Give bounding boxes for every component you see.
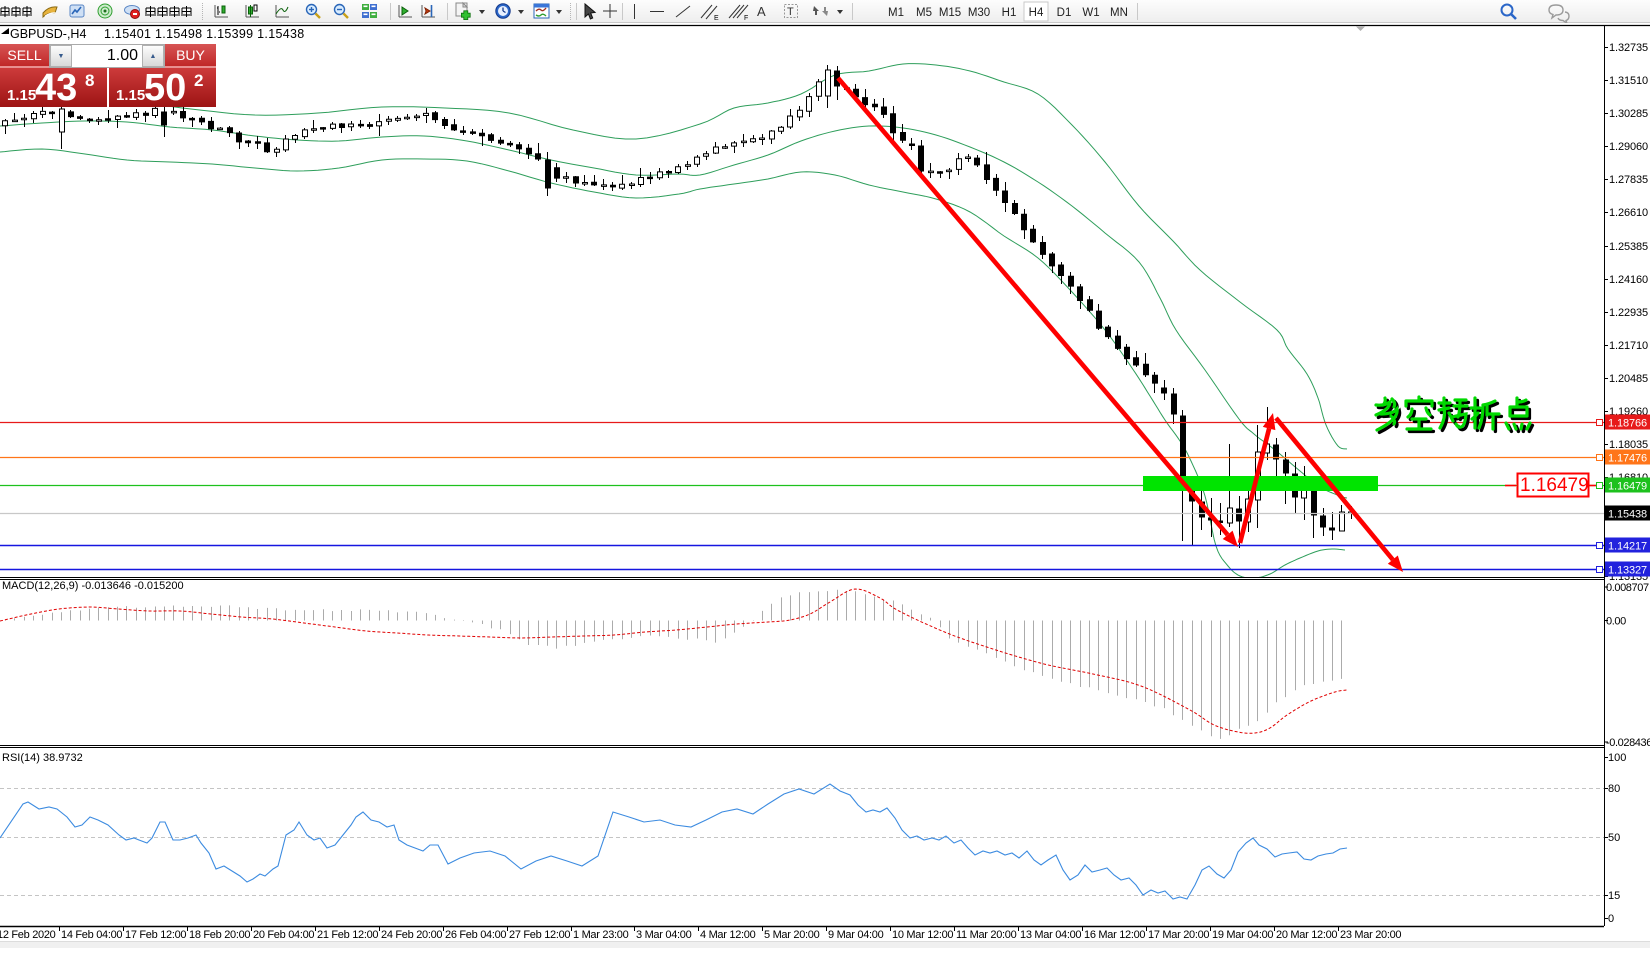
svg-text:1.13327: 1.13327 bbox=[1608, 565, 1647, 577]
svg-text:10 Mar 12:00: 10 Mar 12:00 bbox=[892, 929, 953, 941]
svg-text:A: A bbox=[757, 4, 766, 19]
svg-text:1.29060: 1.29060 bbox=[1609, 141, 1648, 153]
svg-text:0.008707: 0.008707 bbox=[1606, 582, 1649, 594]
svg-text:19 Mar 04:00: 19 Mar 04:00 bbox=[1212, 929, 1273, 941]
svg-text:D1: D1 bbox=[1057, 7, 1072, 19]
svg-text:1.25385: 1.25385 bbox=[1609, 241, 1648, 253]
svg-text:27 Feb 12:00: 27 Feb 12:00 bbox=[509, 929, 570, 941]
svg-text:M15: M15 bbox=[939, 7, 961, 19]
svg-text:20 Feb 04:00: 20 Feb 04:00 bbox=[253, 929, 314, 941]
svg-text:9 Mar 04:00: 9 Mar 04:00 bbox=[828, 929, 884, 941]
svg-text:1.21710: 1.21710 bbox=[1609, 340, 1648, 352]
svg-text:13 Mar 04:00: 13 Mar 04:00 bbox=[1020, 929, 1081, 941]
svg-text:W1: W1 bbox=[1082, 7, 1099, 19]
svg-text:20 Mar 12:00: 20 Mar 12:00 bbox=[1276, 929, 1337, 941]
svg-text:1.24160: 1.24160 bbox=[1609, 274, 1648, 286]
svg-text:26 Feb 04:00: 26 Feb 04:00 bbox=[445, 929, 506, 941]
svg-text:1.18035: 1.18035 bbox=[1609, 439, 1648, 451]
svg-text:M30: M30 bbox=[968, 7, 990, 19]
svg-text:1.14217: 1.14217 bbox=[1608, 541, 1647, 553]
svg-text:M1: M1 bbox=[888, 7, 904, 19]
svg-text:17 Feb 12:00: 17 Feb 12:00 bbox=[125, 929, 186, 941]
svg-text:0.00: 0.00 bbox=[1606, 616, 1626, 628]
svg-text:16 Mar 12:00: 16 Mar 12:00 bbox=[1084, 929, 1145, 941]
svg-text:1.20485: 1.20485 bbox=[1609, 373, 1648, 385]
svg-text:-0.028436: -0.028436 bbox=[1606, 737, 1650, 749]
svg-text:GBPUSD-,H4: GBPUSD-,H4 bbox=[10, 27, 86, 41]
svg-text:100: 100 bbox=[1608, 752, 1626, 764]
svg-text:H1: H1 bbox=[1002, 7, 1017, 19]
svg-text:1.17476: 1.17476 bbox=[1608, 453, 1647, 465]
svg-text:1.16479: 1.16479 bbox=[1608, 481, 1647, 493]
svg-text:1.31510: 1.31510 bbox=[1609, 75, 1648, 87]
svg-text:18 Feb 20:00: 18 Feb 20:00 bbox=[189, 929, 250, 941]
svg-text:23 Mar 20:00: 23 Mar 20:00 bbox=[1340, 929, 1401, 941]
svg-text:15: 15 bbox=[1608, 890, 1620, 902]
svg-text:MN: MN bbox=[1110, 7, 1128, 19]
svg-text:12 Feb 2020: 12 Feb 2020 bbox=[0, 929, 56, 941]
svg-text:17 Mar 20:00: 17 Mar 20:00 bbox=[1148, 929, 1209, 941]
svg-text:1.27835: 1.27835 bbox=[1609, 174, 1648, 186]
svg-text:14 Feb 04:00: 14 Feb 04:00 bbox=[61, 929, 122, 941]
svg-text:1.26610: 1.26610 bbox=[1609, 207, 1648, 219]
svg-text:1.18766: 1.18766 bbox=[1608, 418, 1647, 430]
svg-text:1.15401 1.15498 1.15399 1.1543: 1.15401 1.15498 1.15399 1.15438 bbox=[104, 27, 304, 41]
svg-text:H4: H4 bbox=[1029, 7, 1044, 19]
svg-text:1 Mar 23:00: 1 Mar 23:00 bbox=[573, 929, 629, 941]
svg-text:11 Mar 20:00: 11 Mar 20:00 bbox=[956, 929, 1017, 941]
svg-text:50: 50 bbox=[1608, 832, 1620, 844]
svg-text:E: E bbox=[714, 15, 719, 22]
svg-text:4 Mar 12:00: 4 Mar 12:00 bbox=[700, 929, 756, 941]
svg-text:T: T bbox=[787, 6, 794, 18]
svg-text:1.30285: 1.30285 bbox=[1609, 108, 1648, 120]
svg-text:1.15438: 1.15438 bbox=[1608, 509, 1647, 521]
svg-text:24 Feb 20:00: 24 Feb 20:00 bbox=[381, 929, 442, 941]
svg-text:21 Feb 12:00: 21 Feb 12:00 bbox=[317, 929, 378, 941]
svg-text:80: 80 bbox=[1608, 783, 1620, 795]
svg-text:3 Mar 04:00: 3 Mar 04:00 bbox=[636, 929, 692, 941]
svg-text:M5: M5 bbox=[916, 7, 932, 19]
svg-text:1.16479: 1.16479 bbox=[1520, 475, 1589, 496]
svg-text:RSI(14) 38.9732: RSI(14) 38.9732 bbox=[2, 752, 83, 764]
svg-text:MACD(12,26,9) -0.013646 -0.015: MACD(12,26,9) -0.013646 -0.015200 bbox=[2, 580, 184, 592]
svg-text:1.22935: 1.22935 bbox=[1609, 307, 1648, 319]
svg-text:F: F bbox=[744, 15, 748, 22]
svg-text:1.32735: 1.32735 bbox=[1609, 42, 1648, 54]
svg-text:5 Mar 20:00: 5 Mar 20:00 bbox=[764, 929, 820, 941]
svg-text:0: 0 bbox=[1608, 913, 1614, 925]
